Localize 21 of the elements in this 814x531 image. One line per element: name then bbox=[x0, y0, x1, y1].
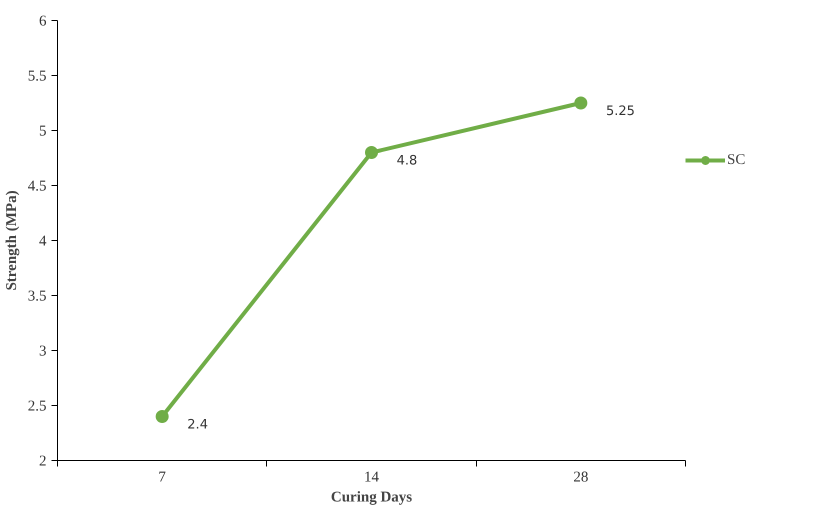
data-label: 2.4 bbox=[187, 418, 208, 432]
x-tick-label: 28 bbox=[573, 470, 588, 486]
x-tick-label: 14 bbox=[364, 470, 380, 486]
data-label: 5.25 bbox=[606, 104, 635, 119]
x-tick-label: 7 bbox=[158, 470, 166, 486]
point bbox=[574, 96, 588, 110]
x-axis-title: Curing Days bbox=[330, 490, 412, 506]
y-axis-title: Strength (MPa) bbox=[4, 190, 20, 291]
y-tick-label: 4 bbox=[39, 234, 47, 250]
point bbox=[156, 410, 169, 423]
data-label: 4.8 bbox=[396, 154, 418, 168]
y-tick-label: 4.5 bbox=[28, 178, 46, 194]
y-tick-label: 3.5 bbox=[28, 288, 46, 304]
y-tick-label: 5.5 bbox=[28, 68, 46, 84]
y-tick-label: 2.5 bbox=[28, 398, 46, 414]
y-tick-label: 5 bbox=[39, 124, 46, 140]
point bbox=[365, 146, 378, 159]
y-tick-label: 3 bbox=[39, 344, 46, 360]
y-tick-label: 6 bbox=[39, 14, 47, 30]
y-tick-label: 2 bbox=[39, 454, 46, 470]
legend-label: SC bbox=[727, 152, 746, 168]
